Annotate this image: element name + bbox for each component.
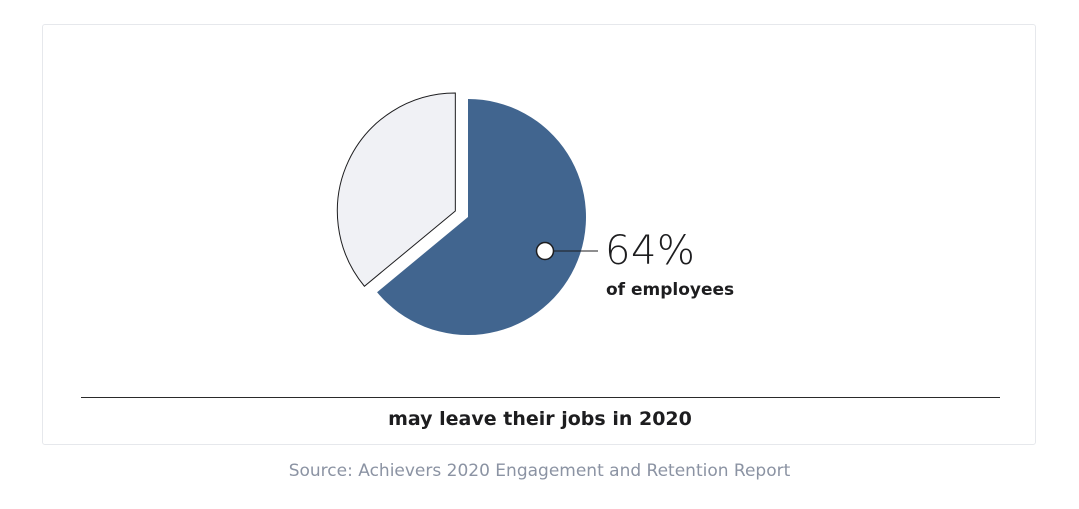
annotation-marker xyxy=(535,241,555,261)
divider-line xyxy=(81,397,1000,398)
source-note: Source: Achievers 2020 Engagement and Re… xyxy=(288,461,791,481)
chart-subtitle: may leave their jobs in 2020 xyxy=(388,408,692,430)
chart-card: 64% of employees may leave their jobs in… xyxy=(42,24,1036,445)
percentage-caption: of employees xyxy=(606,280,735,300)
pie-slice-64 xyxy=(377,99,586,335)
percentage-value: 64% xyxy=(605,228,696,274)
pie-slice-36 xyxy=(336,92,456,287)
pie-chart xyxy=(336,92,598,335)
